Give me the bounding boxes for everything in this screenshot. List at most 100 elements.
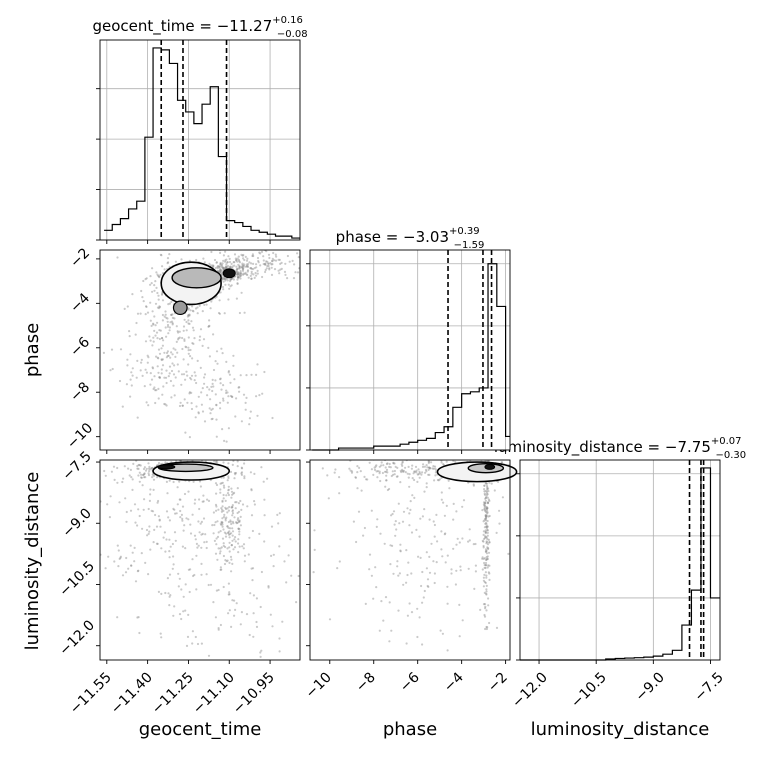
sample-point — [156, 542, 159, 546]
sample-point — [379, 479, 382, 483]
sample-point — [141, 473, 145, 477]
sample-point — [255, 274, 258, 277]
sample-point — [400, 470, 403, 474]
sample-point — [218, 312, 221, 315]
sample-point — [208, 319, 211, 322]
sample-point — [215, 418, 218, 421]
sample-point — [242, 547, 245, 550]
sample-point — [388, 601, 391, 604]
sample-point — [352, 520, 355, 523]
sample-point — [237, 263, 240, 266]
sample-point — [446, 554, 449, 557]
sample-point — [218, 299, 221, 302]
sample-point — [226, 264, 230, 268]
ytick-label-ld-9: −9.0 — [59, 505, 94, 540]
sample-point — [410, 572, 413, 575]
sample-point — [397, 502, 400, 505]
sample-point — [222, 509, 225, 512]
sample-point — [138, 514, 141, 518]
sample-point — [290, 693, 292, 695]
sample-point — [215, 261, 218, 264]
sample-point — [222, 280, 225, 283]
sample-point — [424, 468, 428, 471]
sample-point — [423, 490, 426, 493]
sample-point — [238, 545, 241, 548]
sample-point — [192, 329, 195, 332]
sample-point — [233, 614, 236, 617]
sample-point — [486, 566, 489, 569]
sample-point — [461, 537, 464, 540]
sample-point — [482, 585, 485, 588]
hist-luminosity-distance — [516, 459, 721, 664]
sample-point — [190, 407, 194, 411]
sample-point — [173, 364, 176, 367]
sample-point — [428, 466, 431, 469]
sample-point — [151, 344, 154, 347]
sample-point — [219, 261, 222, 265]
sample-point — [281, 620, 284, 623]
sample-point — [178, 577, 181, 580]
sample-point — [484, 522, 487, 525]
sample-point — [232, 261, 235, 264]
sample-point — [370, 509, 373, 512]
sample-point — [280, 267, 283, 270]
sample-point — [181, 336, 184, 340]
sample-point — [244, 255, 247, 258]
sample-point — [129, 509, 133, 512]
sample-point — [217, 508, 220, 511]
sample-point — [250, 488, 253, 491]
sample-point — [217, 588, 220, 592]
sample-point — [220, 482, 223, 485]
sample-point — [156, 306, 160, 309]
sample-point — [175, 512, 178, 515]
sample-point — [189, 532, 193, 535]
sample-point — [483, 492, 486, 495]
sample-point — [227, 475, 230, 478]
sample-point — [484, 514, 487, 517]
sample-point — [167, 303, 170, 306]
sample-point — [234, 536, 237, 539]
sample-point — [246, 264, 249, 268]
sample-point — [267, 253, 271, 256]
sample-point — [150, 467, 153, 470]
sample-point — [229, 265, 232, 269]
sample-point — [237, 551, 240, 554]
sample-point — [165, 376, 168, 379]
sample-point — [435, 561, 438, 564]
sample-point — [255, 266, 258, 269]
sample-point — [187, 314, 190, 317]
sample-point — [268, 268, 271, 271]
sample-point — [221, 263, 224, 267]
sample-point — [172, 373, 176, 376]
sample-point — [417, 555, 420, 558]
sample-point — [224, 278, 227, 281]
sample-point — [113, 560, 116, 563]
sample-point — [138, 480, 141, 483]
sample-point — [245, 613, 249, 616]
sample-point — [255, 597, 258, 600]
sample-point — [190, 374, 194, 377]
sample-point — [192, 310, 195, 313]
sample-point — [398, 572, 401, 575]
sample-point — [389, 563, 392, 566]
sample-point — [174, 539, 177, 542]
sample-point — [239, 274, 242, 277]
sample-point — [421, 643, 424, 646]
sample-point — [511, 548, 513, 550]
sample-point — [226, 547, 229, 550]
sample-point — [485, 496, 488, 499]
sample-point — [485, 515, 488, 518]
sample-point — [222, 384, 225, 387]
sample-point — [176, 363, 179, 366]
sample-point — [163, 315, 166, 318]
sample-point — [213, 523, 216, 527]
sample-point — [127, 467, 130, 470]
sample-point — [413, 478, 416, 482]
sample-point — [212, 265, 215, 268]
sample-point — [209, 307, 212, 310]
sample-point — [147, 472, 150, 475]
sample-point — [131, 374, 134, 377]
sample-point — [219, 482, 222, 485]
sample-point — [220, 388, 223, 391]
sample-point — [415, 471, 418, 474]
